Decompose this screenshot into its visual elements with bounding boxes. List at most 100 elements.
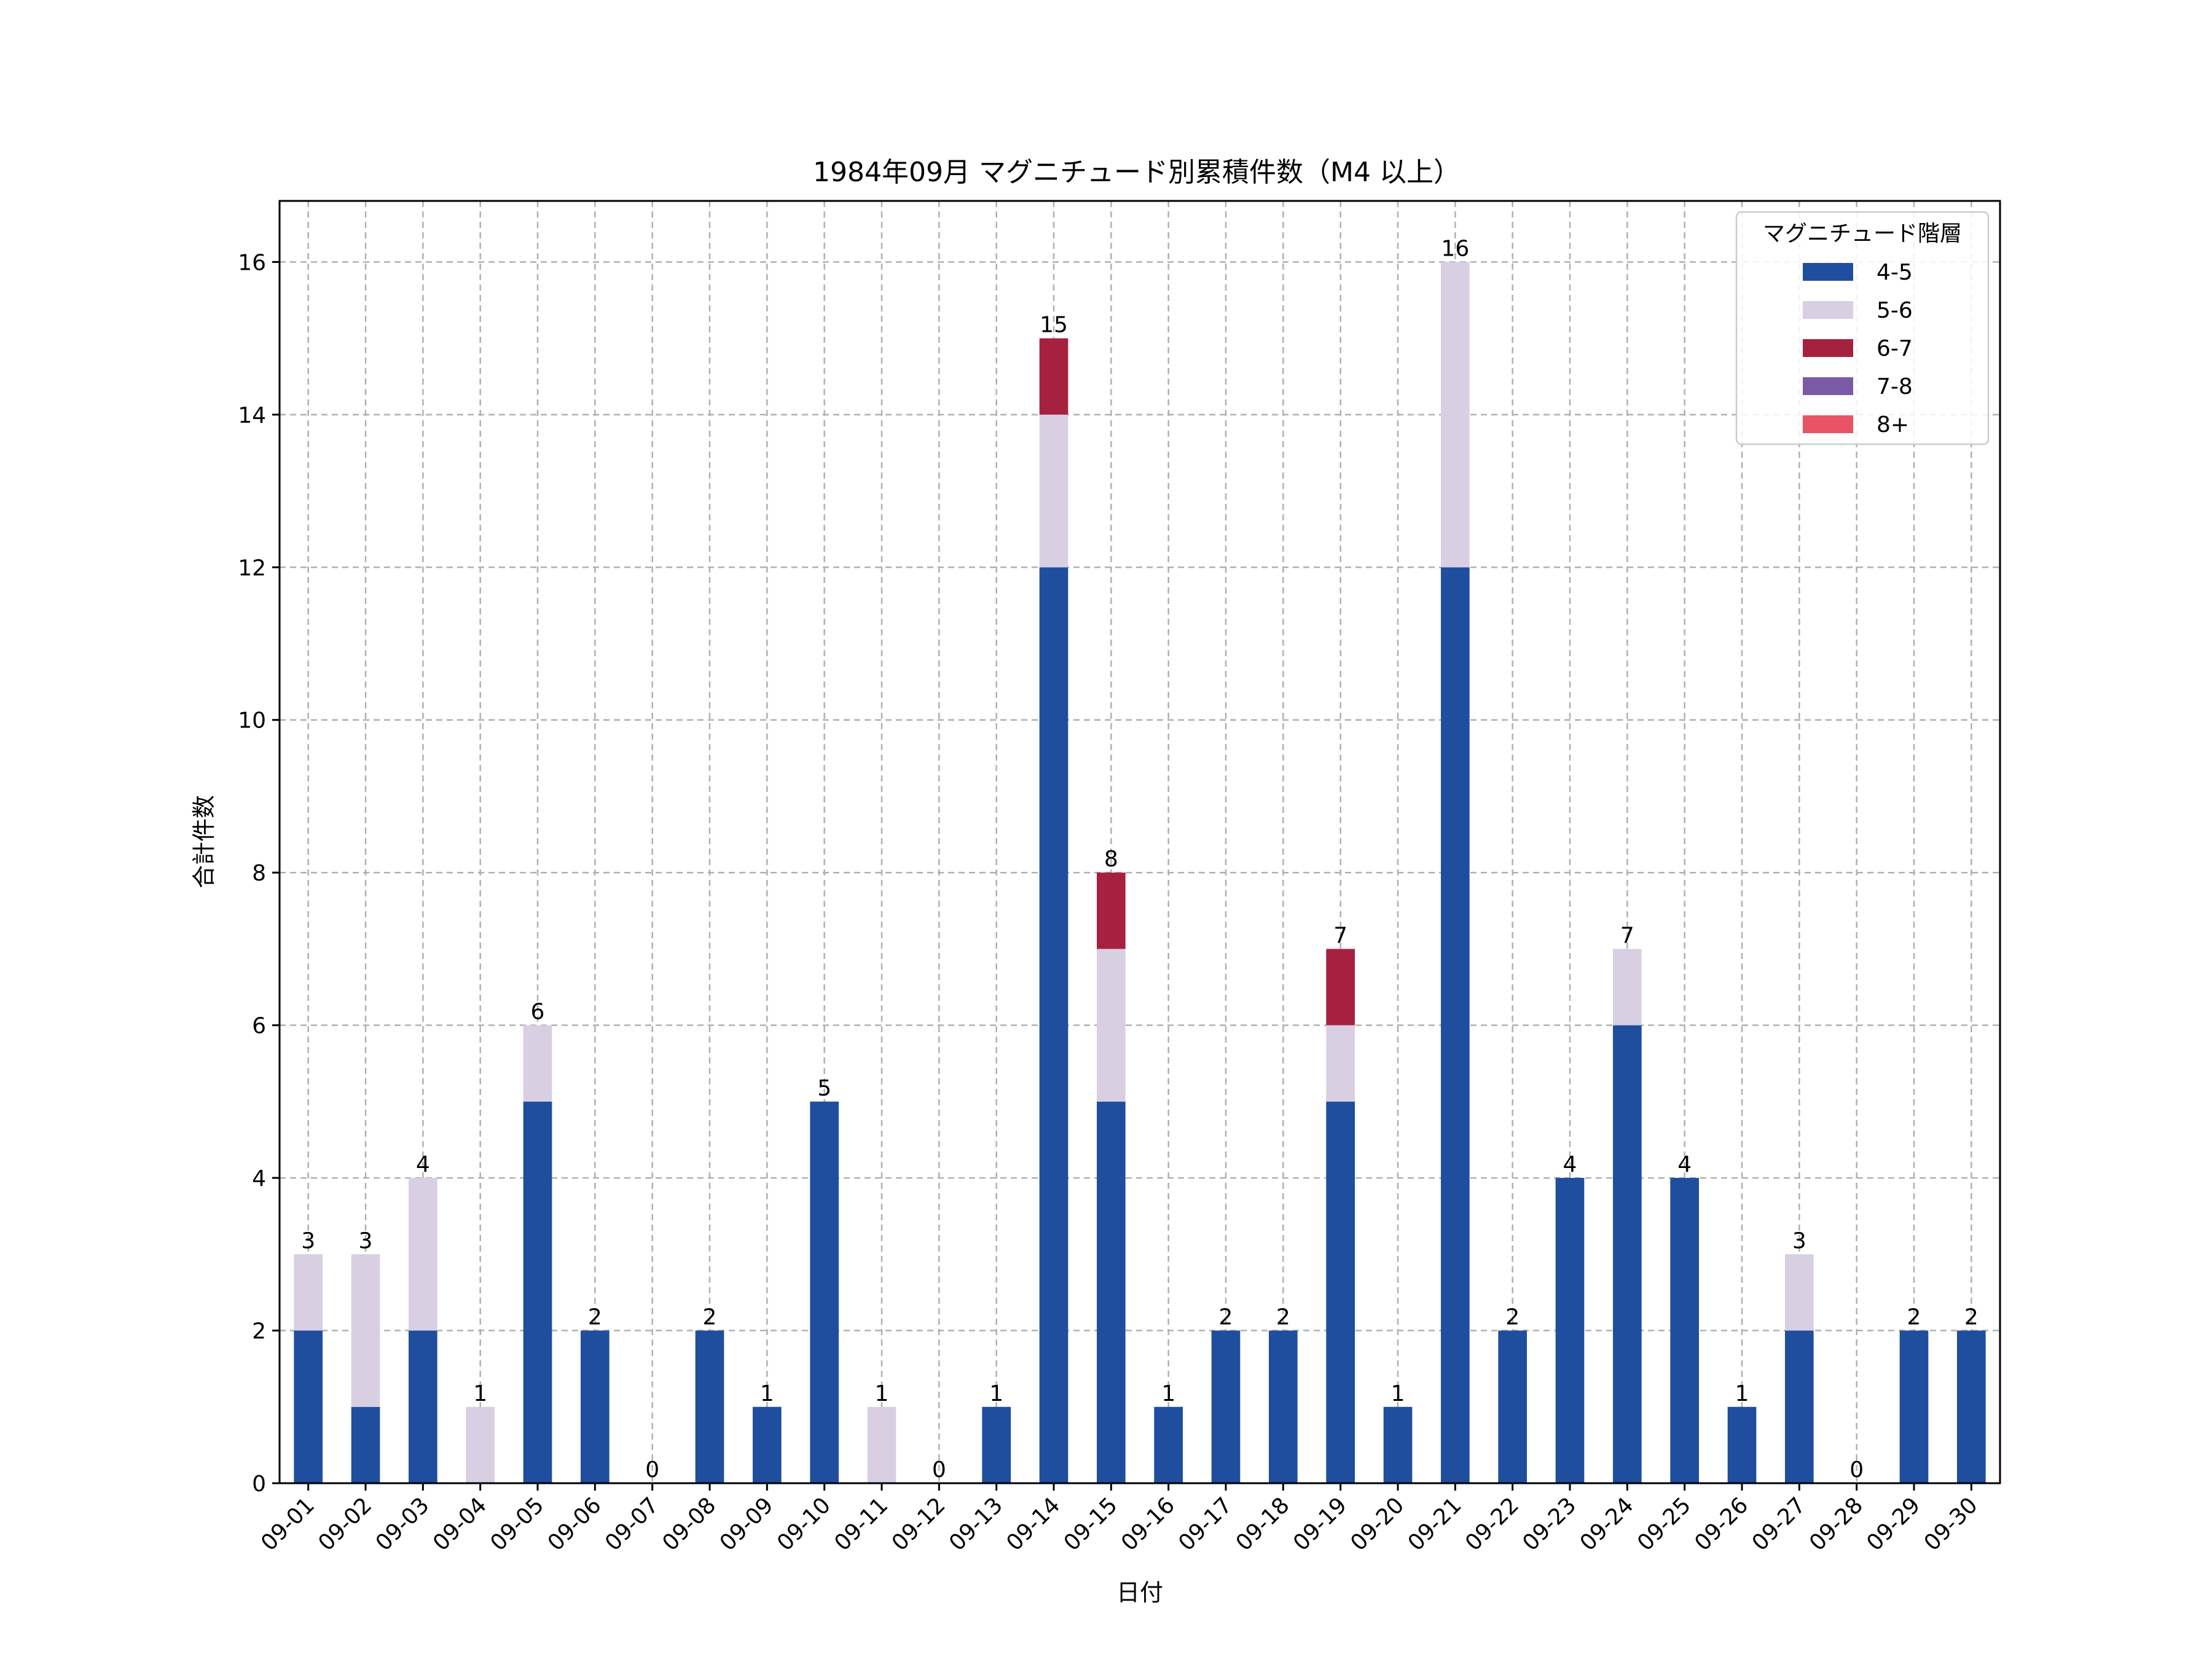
- data-label-09-08: 2: [703, 1305, 717, 1330]
- y-tick-label: 6: [252, 1014, 266, 1039]
- bar-segment-09-30-4-5: [1957, 1330, 1986, 1483]
- bar-segment-09-22-4-5: [1498, 1330, 1527, 1483]
- bar-segment-09-13-4-5: [982, 1406, 1011, 1483]
- data-label-09-28: 0: [1849, 1457, 1864, 1483]
- bar-segment-09-14-4-5: [1039, 567, 1069, 1484]
- chart-title: 1984年09月 マグニチュード別累積件数（M4 以上）: [813, 157, 1461, 188]
- bar-segment-09-29-4-5: [1899, 1330, 1929, 1483]
- y-axis-label: 合計件数: [190, 795, 218, 888]
- bar-segment-09-02-5-6: [351, 1254, 380, 1407]
- bars-group: [294, 262, 1986, 1484]
- bar-segment-09-19-4-5: [1326, 1101, 1355, 1483]
- y-tick-label: 16: [238, 250, 266, 275]
- bar-segment-09-24-4-5: [1613, 1025, 1642, 1483]
- bar-segment-09-26-4-5: [1727, 1406, 1757, 1483]
- y-tick-label: 8: [252, 861, 266, 886]
- bar-segment-09-19-5-6: [1326, 1025, 1355, 1102]
- bar-segment-09-01-4-5: [294, 1330, 323, 1483]
- legend-label-5-6: 5-6: [1877, 298, 1913, 323]
- bar-segment-09-24-5-6: [1613, 949, 1642, 1025]
- y-tick-label: 0: [252, 1472, 266, 1497]
- bar-segment-09-09-4-5: [753, 1406, 782, 1483]
- data-label-09-26: 1: [1735, 1381, 1749, 1406]
- bar-segment-09-21-4-5: [1441, 567, 1470, 1484]
- bar-segment-09-10-4-5: [810, 1101, 839, 1483]
- data-label-09-21: 16: [1441, 236, 1469, 261]
- data-label-09-06: 2: [588, 1305, 602, 1330]
- legend: マグニチュード階層 4-5 5-6 6-7 7-8 8+: [1735, 211, 1990, 445]
- bar-segment-09-23-4-5: [1555, 1178, 1585, 1483]
- data-label-09-04: 1: [473, 1381, 487, 1406]
- bar-segment-09-19-6-7: [1326, 949, 1355, 1025]
- y-tick-label: 2: [252, 1319, 266, 1344]
- bar-segment-09-20-4-5: [1383, 1406, 1413, 1483]
- data-label-09-24: 7: [1620, 923, 1634, 948]
- bar-segment-09-25-4-5: [1670, 1178, 1699, 1483]
- bar-segment-09-21-5-6: [1441, 262, 1470, 568]
- data-label-09-27: 3: [1792, 1228, 1806, 1253]
- legend-title: マグニチュード階層: [1763, 221, 1962, 246]
- bar-segment-09-05-5-6: [523, 1025, 552, 1102]
- legend-label-6-7: 6-7: [1877, 336, 1913, 361]
- bar-segment-09-15-5-6: [1097, 949, 1126, 1102]
- data-label-09-07: 0: [645, 1457, 659, 1483]
- bar-segment-09-27-4-5: [1785, 1330, 1814, 1483]
- y-tick-label: 10: [238, 708, 266, 734]
- data-label-09-14: 15: [1040, 313, 1068, 338]
- data-label-09-13: 1: [989, 1381, 1003, 1406]
- data-label-09-22: 2: [1505, 1305, 1520, 1330]
- data-label-09-29: 2: [1907, 1305, 1921, 1330]
- data-label-09-19: 7: [1333, 923, 1347, 948]
- legend-swatch-8+: [1803, 415, 1853, 433]
- y-axis: 0 2 4 6 8 10 12 14 16: [238, 250, 280, 1497]
- y-tick-label: 12: [238, 555, 266, 581]
- legend-swatch-5-6: [1803, 301, 1853, 319]
- data-label-09-09: 1: [760, 1381, 774, 1406]
- data-label-09-17: 2: [1219, 1305, 1233, 1330]
- bar-segment-09-17-4-5: [1211, 1330, 1241, 1483]
- data-label-09-25: 4: [1677, 1152, 1692, 1177]
- bar-segment-09-03-5-6: [409, 1178, 437, 1331]
- data-label-09-23: 4: [1563, 1152, 1577, 1177]
- y-tick-label: 4: [252, 1166, 266, 1191]
- data-label-09-18: 2: [1276, 1305, 1290, 1330]
- bar-segment-09-15-6-7: [1097, 872, 1126, 949]
- y-tick-label: 14: [238, 403, 266, 428]
- data-label-09-30: 2: [1964, 1305, 1979, 1330]
- legend-label-8+: 8+: [1877, 412, 1909, 437]
- bar-segment-09-03-4-5: [409, 1330, 437, 1483]
- bar-segment-09-08-4-5: [695, 1330, 724, 1483]
- legend-label-4-5: 4-5: [1877, 260, 1913, 285]
- bar-segment-09-18-4-5: [1269, 1330, 1298, 1483]
- bar-segment-09-05-4-5: [523, 1101, 552, 1483]
- data-label-09-15: 8: [1104, 847, 1118, 872]
- legend-label-7-8: 7-8: [1877, 374, 1913, 399]
- data-label-09-01: 3: [301, 1228, 315, 1253]
- bar-segment-09-02-4-5: [351, 1406, 380, 1483]
- legend-swatch-7-8: [1803, 377, 1853, 395]
- data-label-09-16: 1: [1161, 1381, 1175, 1406]
- bar-segment-09-14-6-7: [1039, 338, 1069, 415]
- bar-segment-09-11-5-6: [867, 1406, 896, 1483]
- bar-segment-09-27-5-6: [1785, 1254, 1814, 1331]
- legend-frame: [1735, 211, 1990, 445]
- legend-swatch-6-7: [1803, 339, 1853, 357]
- data-label-09-12: 0: [932, 1457, 946, 1483]
- data-label-09-02: 3: [359, 1228, 373, 1253]
- data-label-09-05: 6: [531, 1000, 545, 1025]
- legend-swatch-4-5: [1803, 263, 1853, 281]
- bar-segment-09-16-4-5: [1154, 1406, 1183, 1483]
- bar-segment-09-14-5-6: [1039, 414, 1069, 568]
- bar-segment-09-15-4-5: [1097, 1101, 1126, 1483]
- data-label-09-03: 4: [416, 1152, 430, 1177]
- data-label-09-20: 1: [1391, 1381, 1405, 1406]
- data-label-09-11: 1: [875, 1381, 889, 1406]
- plot-frame: [278, 200, 2001, 1484]
- data-label-09-10: 5: [817, 1076, 831, 1101]
- x-axis-label: 日付: [1116, 1579, 1163, 1606]
- bar-segment-09-01-5-6: [294, 1254, 323, 1331]
- bar-segment-09-06-4-5: [581, 1330, 610, 1483]
